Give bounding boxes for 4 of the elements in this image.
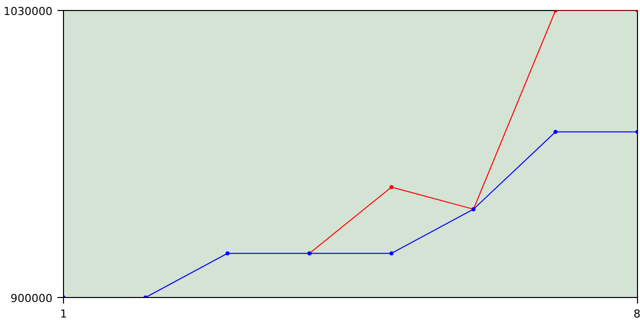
x-tick-label: 8: [634, 308, 640, 320]
y-tick-label: 900000: [10, 292, 53, 305]
x-tick-label: 1: [60, 308, 67, 320]
y-tick-label: 1030000: [4, 5, 53, 18]
